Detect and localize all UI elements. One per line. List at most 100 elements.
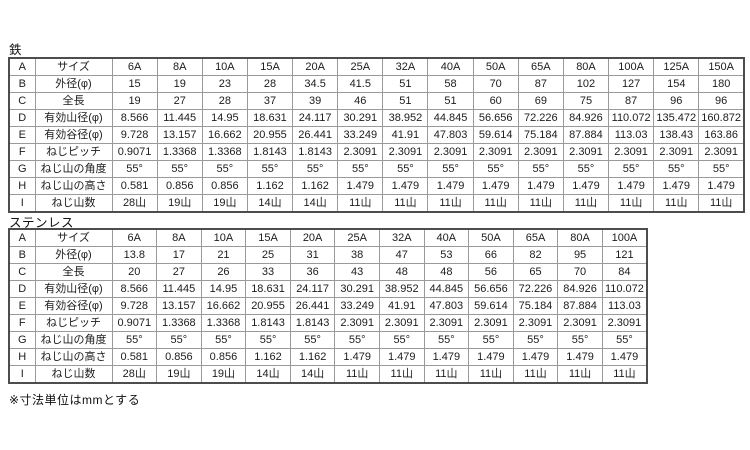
spec-value-cell: 56.656 (472, 109, 519, 127)
spec-value-cell: 110.072 (608, 109, 655, 127)
spec-row-D: D 有効山径(φ) 8.566 11.445 14.95 18.631 24.117 30.2… (8, 280, 648, 298)
spec-value-cell: 14山 (289, 365, 336, 384)
spec-value-cell: 2.3091 (512, 314, 559, 332)
spec-value-cell: 14山 (245, 365, 291, 384)
spec-value-cell: 2.3091 (653, 143, 700, 161)
row-key-cell: B (8, 246, 36, 264)
spec-value-cell: 11山 (378, 365, 425, 384)
spec-value-cell: 2.3091 (472, 143, 519, 161)
spec-value-cell: 26.441 (289, 297, 336, 315)
spec-value-cell: 8A (156, 228, 202, 247)
spec-value-cell: 11.445 (156, 109, 203, 127)
spec-value-cell: 11山 (698, 194, 745, 213)
spec-row-F: F ねじピッチ 0.9071 1.3368 1.3368 1.8143 1.8143 2.30… (8, 143, 745, 161)
spec-value-cell: 55° (156, 160, 203, 178)
spec-value-cell: 20A (292, 57, 339, 76)
spec-value-cell: 14.95 (201, 109, 248, 127)
spec-value-cell: 100A (601, 228, 648, 247)
row-key-cell: D (8, 280, 36, 298)
spec-value-cell: 33.249 (334, 297, 380, 315)
row-key-cell: B (8, 75, 36, 93)
spec-value-cell: 56 (468, 263, 514, 281)
row-label-cell: ねじピッチ (34, 314, 113, 332)
spec-value-cell: 55° (289, 331, 336, 349)
spec-value-cell: 135.472 (653, 109, 700, 127)
spec-value-cell: 180 (698, 75, 745, 93)
spec-value-cell: 55° (378, 331, 425, 349)
row-key-cell: C (8, 92, 36, 110)
spec-value-cell: 1.479 (382, 177, 429, 195)
spec-value-cell: 15 (111, 75, 158, 93)
spec-value-cell: 1.162 (246, 177, 294, 195)
spec-value-cell: 30.291 (337, 109, 384, 127)
spec-value-cell: 11山 (427, 194, 474, 213)
spec-value-cell: 59.614 (468, 297, 514, 315)
spec-value-cell: 11山 (557, 365, 603, 384)
row-key-cell: H (8, 348, 36, 366)
spec-value-cell: 163.86 (698, 126, 745, 144)
spec-value-cell: 19山 (156, 365, 202, 384)
row-label-cell: 有効谷径(φ) (34, 126, 113, 144)
spec-value-cell: 0.856 (156, 177, 203, 195)
spec-value-cell: 1.479 (653, 177, 700, 195)
spec-value-cell: 95 (557, 246, 603, 264)
row-key-cell: E (8, 126, 36, 144)
spec-value-cell: 13.8 (111, 246, 158, 264)
spec-value-cell: 96 (698, 92, 745, 110)
spec-value-cell: 55° (517, 160, 564, 178)
spec-value-cell: 14山 (246, 194, 294, 213)
spec-row-C: C 全長 20 27 26 33 36 43 48 48 56 65 70 84 (8, 263, 648, 281)
spec-value-cell: 46 (337, 92, 384, 110)
spec-value-cell: 1.162 (292, 177, 339, 195)
spec-value-cell: 1.479 (557, 348, 603, 366)
spec-value-cell: 0.9071 (111, 314, 158, 332)
spec-value-cell: 121 (601, 246, 648, 264)
row-key-cell: C (8, 263, 36, 281)
spec-value-cell: 154 (653, 75, 700, 93)
spec-row-A: A サイズ 6A 8A 10A 15A 20A 25A 32A 40A 50A 65A 80A 100A (8, 228, 648, 247)
spec-value-cell: 1.479 (517, 177, 564, 195)
spec-row-G: G ねじ山の角度 55° 55° 55° 55° 55° 55° 55° 55° 55° 55° 55°… (8, 331, 648, 349)
spec-value-cell: 6A (111, 228, 158, 247)
spec-value-cell: 84 (601, 263, 648, 281)
spec-value-cell: 113.03 (601, 297, 648, 315)
spec-value-cell: 59.614 (472, 126, 519, 144)
row-label-cell: 外径(φ) (34, 75, 113, 93)
spec-value-cell: 11山 (468, 365, 514, 384)
spec-row-E: E 有効谷径(φ) 9.728 13.157 16.662 20.955 26.441 33.… (8, 297, 648, 315)
spec-value-cell: 1.3368 (201, 143, 248, 161)
stainless-spec-table: A サイズ 6A 8A 10A 15A 20A 25A 32A 40A 50A 65A 80A 100A B… (8, 228, 648, 384)
spec-value-cell: 47 (378, 246, 425, 264)
spec-value-cell: 19山 (200, 365, 247, 384)
row-label-cell: ねじ山の高さ (34, 348, 113, 366)
spec-value-cell: 55° (201, 160, 248, 178)
row-key-cell: A (8, 228, 36, 247)
spec-value-cell: 41.91 (378, 297, 425, 315)
spec-value-cell: 38.952 (382, 109, 429, 127)
spec-value-cell: 80A (562, 57, 610, 76)
spec-value-cell: 2.3091 (378, 314, 425, 332)
spec-value-cell: 26 (200, 263, 247, 281)
row-label-cell: ねじ山の角度 (34, 160, 113, 178)
spec-value-cell: 55° (427, 160, 474, 178)
spec-value-cell: 0.581 (111, 177, 158, 195)
spec-value-cell: 1.479 (601, 348, 648, 366)
spec-value-cell: 13.157 (156, 297, 202, 315)
row-key-cell: I (8, 365, 36, 384)
spec-value-cell: 28山 (111, 365, 158, 384)
spec-value-cell: 11山 (334, 365, 380, 384)
row-key-cell: I (8, 194, 36, 213)
row-label-cell: ねじ山数 (34, 194, 113, 213)
spec-value-cell: 55° (557, 331, 603, 349)
spec-value-cell: 18.631 (246, 109, 294, 127)
row-key-cell: A (8, 57, 36, 76)
spec-value-cell: 31 (289, 246, 336, 264)
spec-value-cell: 15A (245, 228, 291, 247)
spec-value-cell: 51 (427, 92, 474, 110)
spec-value-cell: 2.3091 (601, 314, 648, 332)
spec-value-cell: 11山 (653, 194, 700, 213)
spec-value-cell: 1.479 (562, 177, 610, 195)
spec-value-cell: 11山 (512, 365, 559, 384)
spec-value-cell: 19 (111, 92, 158, 110)
spec-value-cell: 11山 (423, 365, 470, 384)
